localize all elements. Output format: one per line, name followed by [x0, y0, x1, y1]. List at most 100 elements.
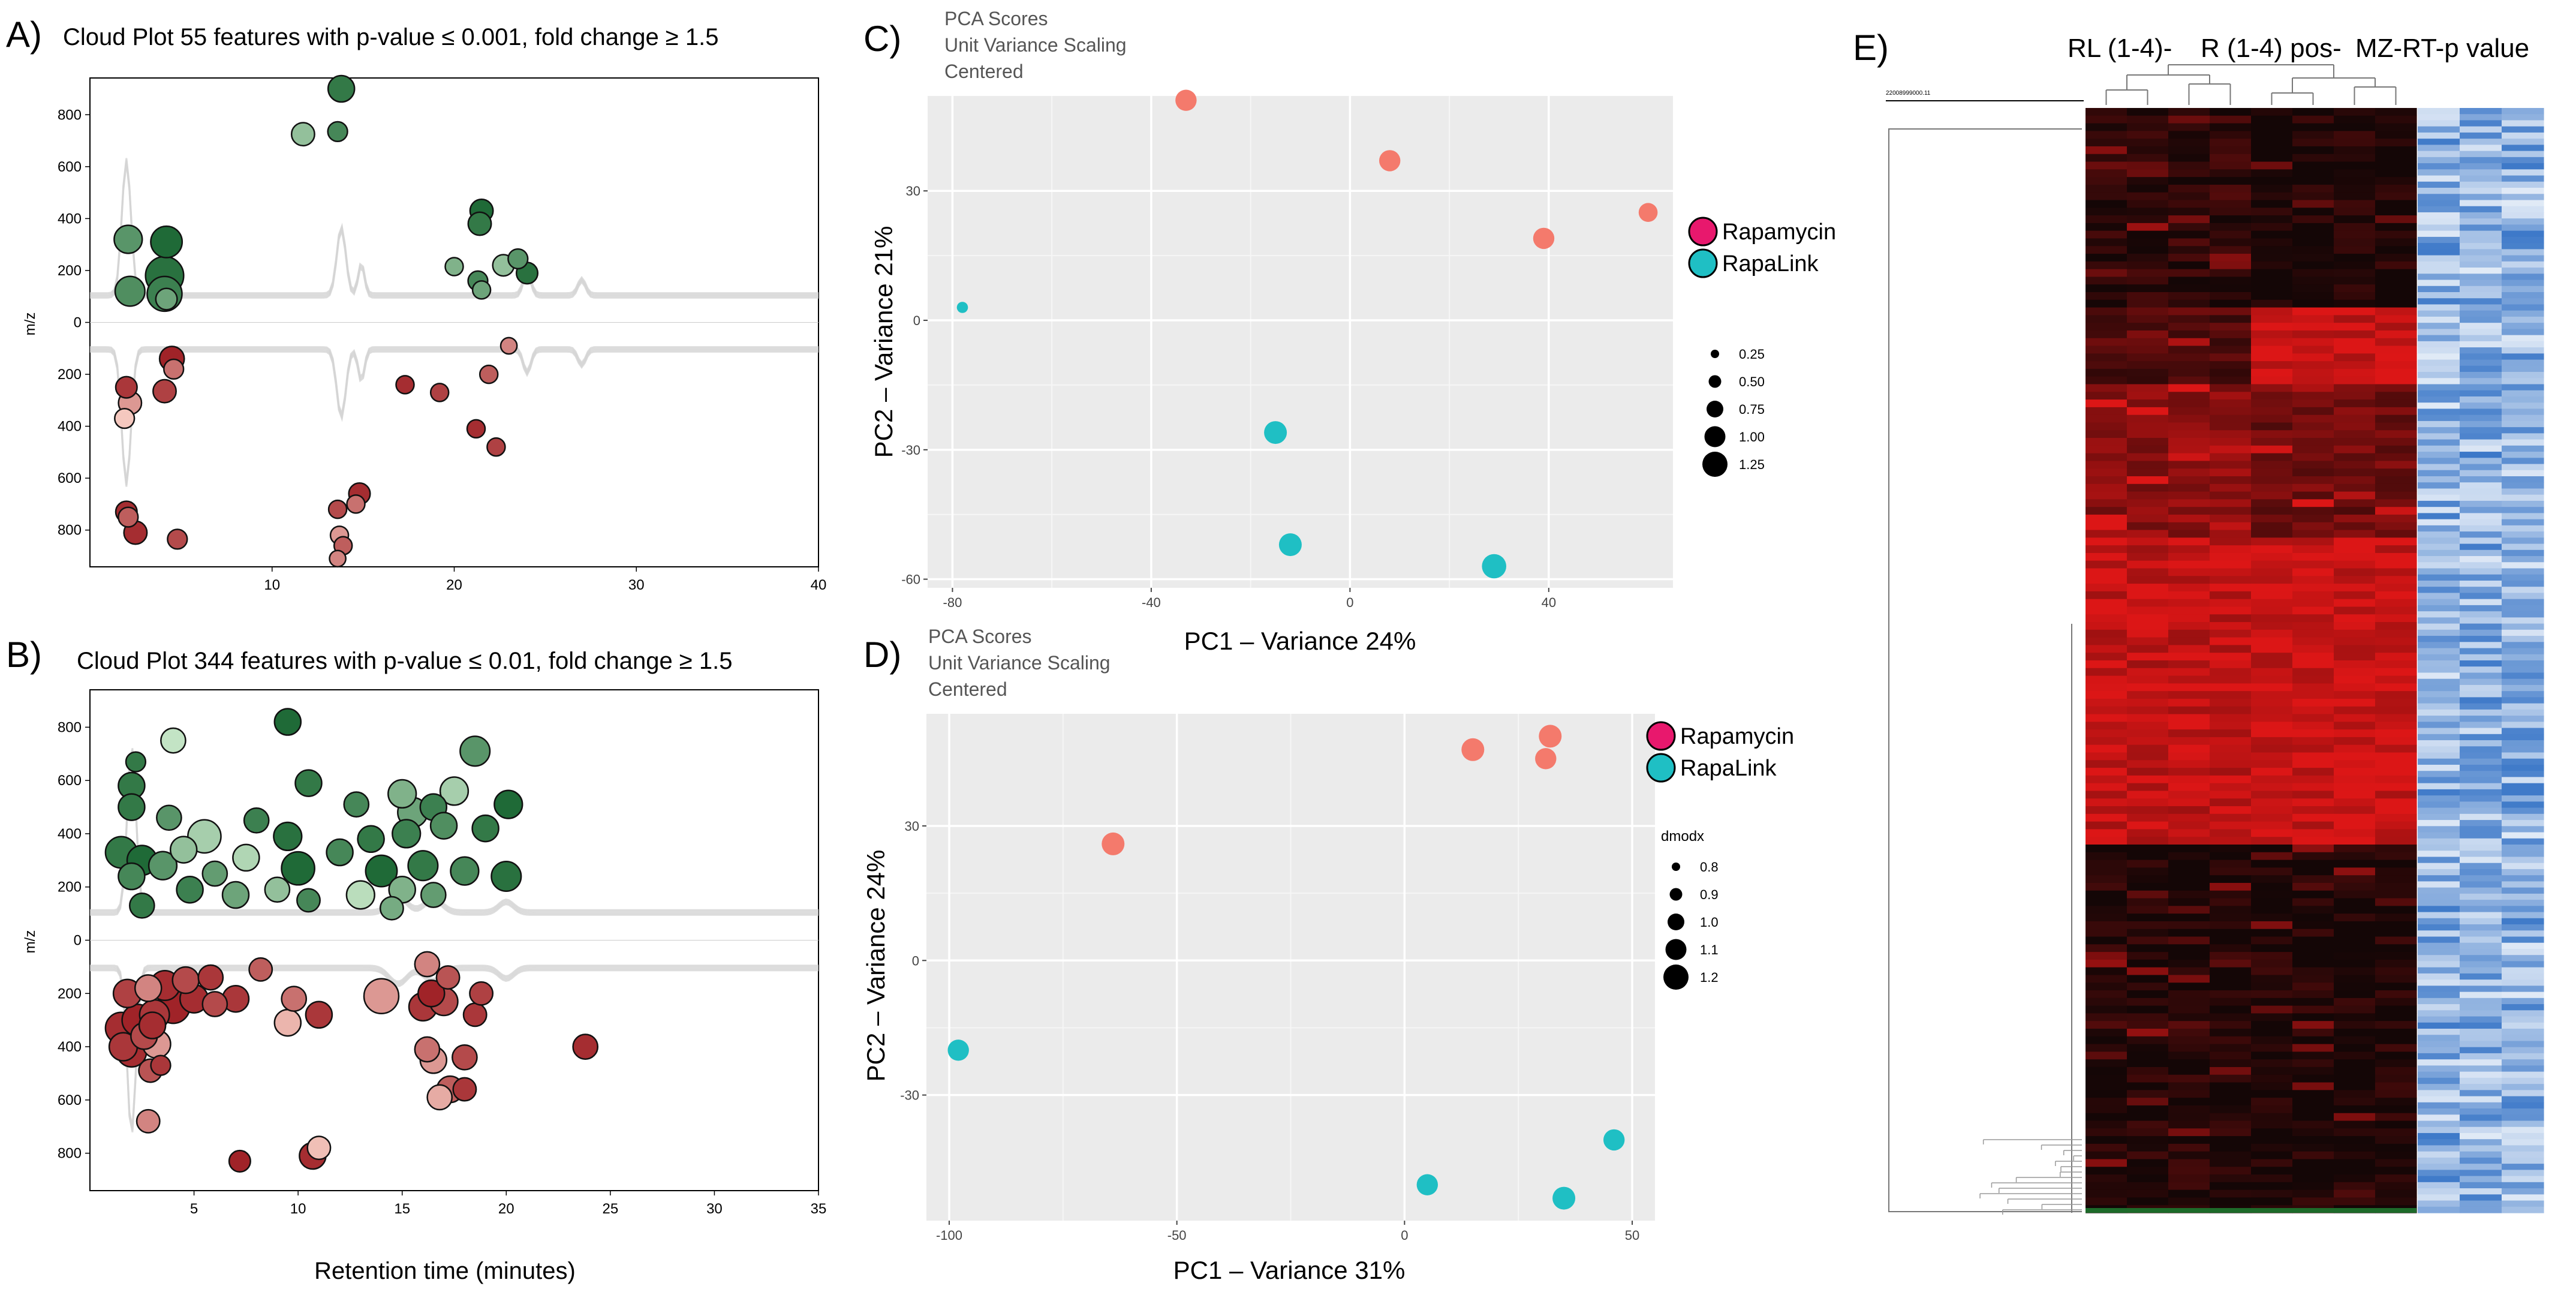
pvalue-cell — [2460, 936, 2502, 944]
pvalue-cell — [2502, 648, 2544, 655]
size-legend-dot — [1672, 863, 1680, 871]
size-legend-dot — [1668, 914, 1684, 930]
heat-cell — [2375, 1105, 2417, 1114]
size-legend-dot — [1708, 375, 1722, 388]
pvalue-cell — [2502, 820, 2544, 827]
heat-cell — [2292, 1174, 2334, 1183]
pvalue-cell — [2460, 666, 2502, 674]
heat-cell — [2127, 1151, 2169, 1160]
heat-cell — [2127, 845, 2169, 853]
heat-cell — [2168, 215, 2210, 224]
heat-cell — [2334, 131, 2376, 139]
heat-cell — [2375, 737, 2417, 746]
heat-cell — [2168, 1167, 2210, 1175]
pvalue-cell — [2502, 188, 2544, 194]
pvalue-cell — [2460, 163, 2502, 170]
heat-cell — [2334, 852, 2376, 861]
y-tick-label: 0 — [913, 313, 920, 328]
heat-cell — [2168, 997, 2210, 1006]
heat-cell — [2292, 192, 2334, 201]
heat-cell — [2334, 1036, 2376, 1045]
pvalue-cell — [2502, 1132, 2544, 1140]
heat-cell — [2168, 254, 2210, 262]
heat-cell — [2375, 768, 2417, 776]
heat-cell — [2086, 653, 2127, 661]
pvalue-cell — [2418, 1145, 2460, 1152]
pvalue-cell — [2418, 507, 2460, 513]
heat-cell — [2292, 1074, 2334, 1083]
heat-cell — [2086, 384, 2127, 392]
heat-cell — [2210, 430, 2252, 438]
pvalue-cell — [2502, 482, 2544, 489]
feature-point-up — [118, 793, 146, 821]
pvalue-cell — [2460, 298, 2502, 305]
heat-cell — [2127, 376, 2169, 385]
pvalue-cell — [2460, 955, 2502, 962]
heat-cell — [2127, 1036, 2169, 1045]
pvalue-cell — [2502, 948, 2544, 956]
heat-cell — [2375, 292, 2417, 301]
heat-cell — [2086, 691, 2127, 699]
pvalue-cell — [2418, 777, 2460, 784]
pvalue-cell — [2418, 1182, 2460, 1189]
heat-cell — [2334, 499, 2376, 507]
pvalue-cell — [2460, 611, 2502, 618]
pvalue-cell — [2502, 236, 2544, 244]
panel-c-pca: C) PCA Scores Unit Variance Scaling Cent… — [863, 8, 1836, 655]
pvalue-cell — [2418, 304, 2460, 311]
pca-point-rapamycin — [1638, 203, 1658, 223]
heat-cell — [2251, 299, 2293, 308]
heat-cell — [2334, 315, 2376, 323]
pvalue-cell — [2460, 304, 2502, 311]
heat-cell — [2251, 1082, 2293, 1090]
heat-cell — [2168, 675, 2210, 684]
heat-cell — [2168, 208, 2210, 216]
heat-cell — [2086, 530, 2127, 538]
heat-cell — [2168, 499, 2210, 507]
pvalue-cell — [2418, 1071, 2460, 1078]
heat-cell — [2375, 161, 2417, 170]
pvalue-cell — [2418, 482, 2460, 489]
pvalue-cell — [2502, 1114, 2544, 1122]
heat-cell — [2210, 261, 2252, 270]
heat-cell — [2168, 108, 2210, 116]
pvalue-cell — [2502, 660, 2544, 667]
heat-cell — [2375, 323, 2417, 331]
pvalue-cell — [2460, 845, 2502, 851]
heat-cell — [2168, 184, 2210, 193]
pvalue-cell — [2460, 893, 2502, 900]
heat-cell — [2210, 683, 2252, 692]
pvalue-cell — [2502, 961, 2544, 968]
heat-cell — [2210, 238, 2252, 247]
pvalue-cell — [2460, 997, 2502, 1005]
heat-cell — [2334, 1182, 2376, 1191]
heat-cell — [2292, 959, 2334, 968]
heat-cell — [2292, 246, 2334, 254]
heat-cell — [2168, 1197, 2210, 1206]
heat-cell — [2168, 1174, 2210, 1183]
y-tick-label: 400 — [58, 826, 82, 842]
heat-cell — [2375, 483, 2417, 492]
pvalue-cell — [2418, 942, 2460, 950]
pvalue-cell — [2418, 286, 2460, 293]
heat-cell — [2127, 491, 2169, 500]
pvalue-cell — [2418, 224, 2460, 232]
heat-cell — [2086, 706, 2127, 715]
heat-cell — [2127, 246, 2169, 254]
heat-cell — [2251, 330, 2293, 339]
heat-cell — [2251, 606, 2293, 615]
heat-cell — [2292, 315, 2334, 323]
pvalue-cell — [2502, 1010, 2544, 1017]
pvalue-cell — [2418, 292, 2460, 299]
feature-point-up — [493, 789, 523, 819]
heat-cell — [2210, 867, 2252, 876]
pvalue-cell — [2502, 991, 2544, 999]
heat-cell — [2168, 1013, 2210, 1021]
heat-cell — [2127, 1074, 2169, 1083]
heat-cell — [2086, 139, 2127, 147]
heat-cell — [2210, 246, 2252, 254]
heat-cell — [2086, 299, 2127, 308]
pvalue-cell — [2502, 955, 2544, 962]
heat-cell — [2334, 368, 2376, 377]
